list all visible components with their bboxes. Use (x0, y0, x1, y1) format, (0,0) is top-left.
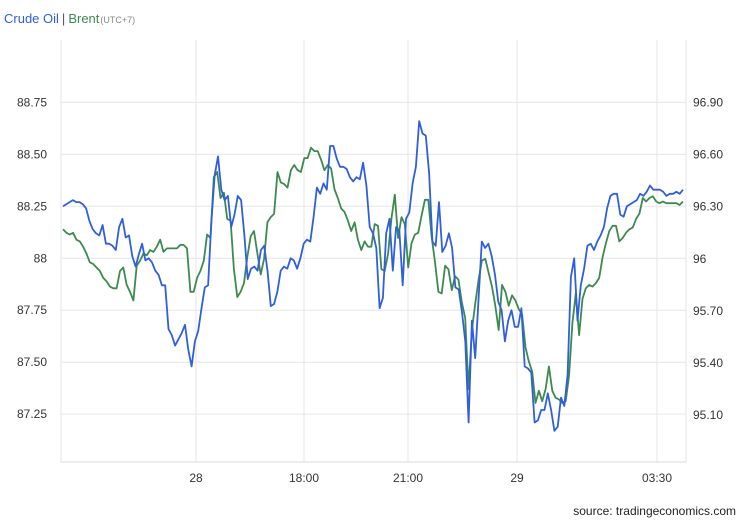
x-axis-tick-label: 28 (189, 471, 203, 485)
right-axis-tick-label: 96.60 (693, 148, 723, 162)
left-axis-tick-label: 87.50 (17, 355, 47, 369)
left-axis-tick-label: 88.50 (17, 147, 47, 161)
right-axis-tick-label: 95.10 (693, 408, 723, 422)
chart-legend: Crude Oil | Brent(UTC+7) (4, 11, 135, 26)
left-axis-tick-label: 87.25 (17, 407, 47, 421)
right-axis-tick-label: 96.90 (693, 96, 723, 110)
right-axis-tick-label: 96 (693, 252, 707, 266)
legend-crude-oil[interactable]: Crude Oil (4, 11, 59, 26)
left-axis-tick-label: 88.75 (17, 95, 47, 109)
left-axis-labels: 87.25 87.50 87.75 88 88.25 88.50 88.75 (17, 95, 47, 421)
x-axis-tick-label: 18:00 (289, 471, 319, 485)
series-lines (62, 120, 684, 432)
source-credit[interactable]: source: tradingeconomics.com (573, 504, 736, 518)
left-axis-tick-label: 88 (34, 251, 48, 265)
legend-timezone: (UTC+7) (100, 15, 136, 25)
left-axis-tick-label: 88.25 (17, 199, 47, 213)
right-axis-tick-label: 95.70 (693, 304, 723, 318)
right-axis-tick-label: 95.40 (693, 356, 723, 370)
x-axis-tick-label: 29 (510, 471, 524, 485)
x-axis-labels: 28 18:00 21:00 29 03:30 (189, 471, 672, 485)
brent-series-line (62, 146, 684, 404)
left-axis-tick-label: 87.75 (17, 303, 47, 317)
crude-oil-series-line (62, 120, 684, 432)
x-axis-tick-label: 21:00 (393, 471, 423, 485)
legend-brent[interactable]: Brent (68, 11, 100, 26)
right-axis-labels: 95.10 95.40 95.70 96 96.30 96.60 96.90 (693, 96, 723, 423)
right-axis-tick-label: 96.30 (693, 200, 723, 214)
chart-grid (60, 40, 687, 463)
legend-separator: | (61, 11, 66, 26)
x-axis-tick-label: 03:30 (642, 471, 672, 485)
